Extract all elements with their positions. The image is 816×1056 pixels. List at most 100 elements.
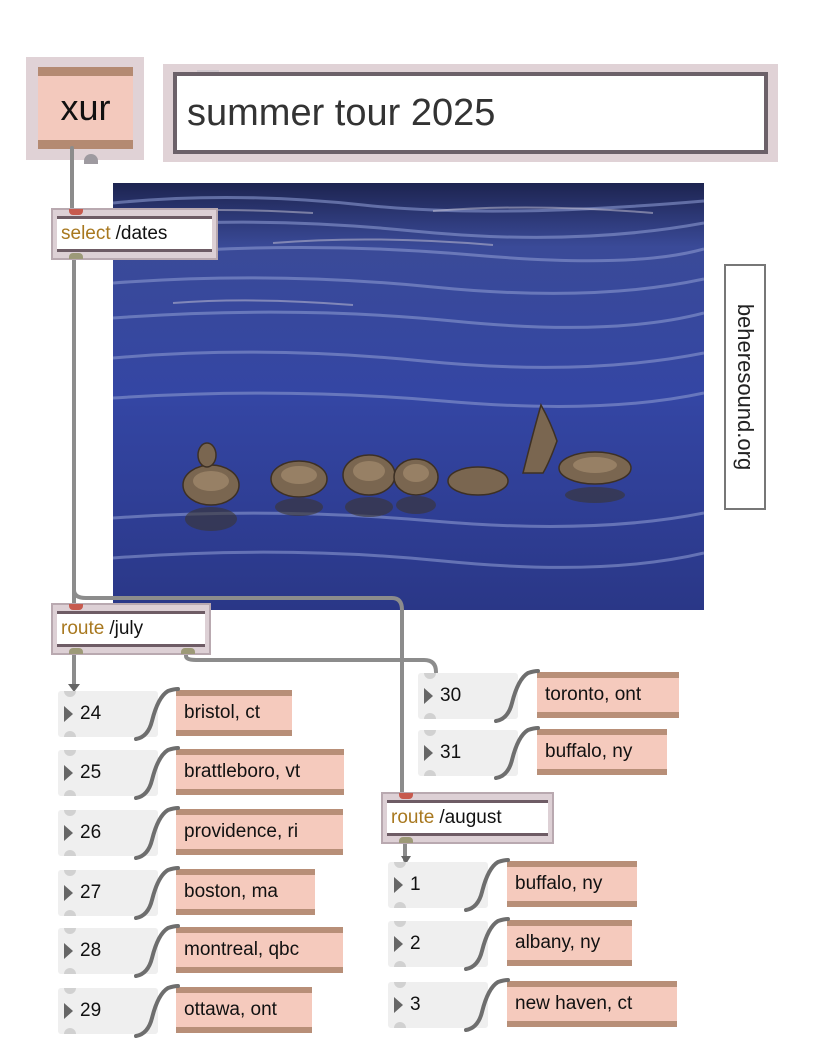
route-july-outlet-left[interactable] <box>69 648 83 654</box>
number-inlet[interactable] <box>64 810 76 816</box>
july-day-number-box[interactable]: 30 <box>418 673 518 719</box>
august-row-cord <box>464 858 510 912</box>
triangle-right-icon <box>424 688 433 704</box>
route-july-arg: /july <box>109 618 144 639</box>
select-text: select /dates <box>57 216 212 252</box>
route-july-outlet-right[interactable] <box>181 648 195 654</box>
july-city-message[interactable]: boston, ma <box>176 869 315 915</box>
route-july-keyword: route <box>61 618 105 639</box>
july-day-value: 31 <box>440 742 462 763</box>
title-comment: summer tour 2025 <box>163 64 778 162</box>
july-row-cord <box>494 669 540 723</box>
number-outlet[interactable] <box>424 713 436 719</box>
number-inlet[interactable] <box>394 862 406 868</box>
july-row-cord <box>134 984 180 1038</box>
july-day-number-box[interactable]: 25 <box>58 750 158 796</box>
select-arg: /dates <box>115 223 168 244</box>
august-day-value: 2 <box>410 933 421 954</box>
july-day-value: 27 <box>80 882 102 903</box>
july-city-message[interactable]: brattleboro, vt <box>176 749 344 795</box>
august-day-number-box[interactable]: 1 <box>388 862 488 908</box>
july-day-number-box[interactable]: 29 <box>58 988 158 1034</box>
number-outlet[interactable] <box>64 1028 76 1034</box>
route-july-text: route /july <box>57 611 205 647</box>
july-city-message[interactable]: toronto, ont <box>537 672 679 718</box>
number-inlet[interactable] <box>424 730 436 736</box>
july-day-number-box[interactable]: 31 <box>418 730 518 776</box>
xur-label: xur <box>38 67 133 149</box>
number-inlet[interactable] <box>64 928 76 934</box>
july-day-number-box[interactable]: 28 <box>58 928 158 974</box>
number-inlet[interactable] <box>394 921 406 927</box>
july-day-value: 29 <box>80 1000 102 1021</box>
july-day-number-box[interactable]: 24 <box>58 691 158 737</box>
select-object[interactable]: select /dates <box>51 208 218 260</box>
august-row-cord <box>464 978 510 1032</box>
august-day-number-box[interactable]: 3 <box>388 982 488 1028</box>
select-inlet[interactable] <box>69 209 83 215</box>
july-city-message[interactable]: montreal, qbc <box>176 927 343 973</box>
august-row-cord <box>464 917 510 971</box>
route-august-text: route /august <box>387 800 548 836</box>
july-day-value: 24 <box>80 703 102 724</box>
xur-message-box[interactable]: xur <box>26 57 144 164</box>
number-outlet[interactable] <box>394 961 406 967</box>
website-text: beheresound.org <box>733 303 758 471</box>
july-city-message[interactable]: buffalo, ny <box>537 729 667 775</box>
number-outlet[interactable] <box>64 910 76 916</box>
triangle-right-icon <box>64 885 73 901</box>
triangle-right-icon <box>64 706 73 722</box>
triangle-right-icon <box>64 765 73 781</box>
number-outlet[interactable] <box>394 902 406 908</box>
july-city-message[interactable]: ottawa, ont <box>176 987 312 1033</box>
title-text: summer tour 2025 <box>173 72 768 154</box>
route-august-arg: /august <box>439 807 502 828</box>
triangle-right-icon <box>64 825 73 841</box>
july-city-message[interactable]: bristol, ct <box>176 690 292 736</box>
july-row-cord <box>134 866 180 920</box>
route-august-outlet[interactable] <box>399 837 413 843</box>
number-outlet[interactable] <box>64 731 76 737</box>
august-city-message[interactable]: albany, ny <box>507 920 632 966</box>
july-day-value: 25 <box>80 762 102 783</box>
number-outlet[interactable] <box>64 850 76 856</box>
select-outlet[interactable] <box>69 253 83 259</box>
august-day-number-box[interactable]: 2 <box>388 921 488 967</box>
july-row-cord <box>134 806 180 860</box>
number-inlet[interactable] <box>64 870 76 876</box>
number-outlet[interactable] <box>424 770 436 776</box>
august-day-value: 3 <box>410 994 421 1015</box>
triangle-right-icon <box>424 745 433 761</box>
july-row-cord <box>134 687 180 741</box>
number-outlet[interactable] <box>64 790 76 796</box>
number-inlet[interactable] <box>394 982 406 988</box>
number-outlet[interactable] <box>394 1022 406 1028</box>
number-inlet[interactable] <box>64 691 76 697</box>
july-day-number-box[interactable]: 27 <box>58 870 158 916</box>
july-row-cord <box>494 726 540 780</box>
route-august-keyword: route <box>391 807 435 828</box>
august-city-message[interactable]: new haven, ct <box>507 981 677 1027</box>
triangle-right-icon <box>394 997 403 1013</box>
july-day-number-box[interactable]: 26 <box>58 810 158 856</box>
website-comment: beheresound.org <box>724 264 766 510</box>
select-keyword: select <box>61 223 111 244</box>
triangle-right-icon <box>64 1003 73 1019</box>
number-inlet[interactable] <box>424 673 436 679</box>
number-outlet[interactable] <box>64 968 76 974</box>
route-august-object[interactable]: route /august <box>381 792 554 844</box>
number-inlet[interactable] <box>64 988 76 994</box>
august-day-value: 1 <box>410 874 421 895</box>
route-july-object[interactable]: route /july <box>51 603 211 655</box>
route-july-inlet[interactable] <box>69 604 83 610</box>
july-day-value: 28 <box>80 940 102 961</box>
number-inlet[interactable] <box>64 750 76 756</box>
triangle-right-icon <box>394 877 403 893</box>
xur-outlet[interactable] <box>84 154 98 164</box>
july-day-value: 26 <box>80 822 102 843</box>
july-row-cord <box>134 924 180 978</box>
august-city-message[interactable]: buffalo, ny <box>507 861 637 907</box>
july-city-message[interactable]: providence, ri <box>176 809 343 855</box>
july-row-cord <box>134 746 180 800</box>
route-august-inlet[interactable] <box>399 793 413 799</box>
